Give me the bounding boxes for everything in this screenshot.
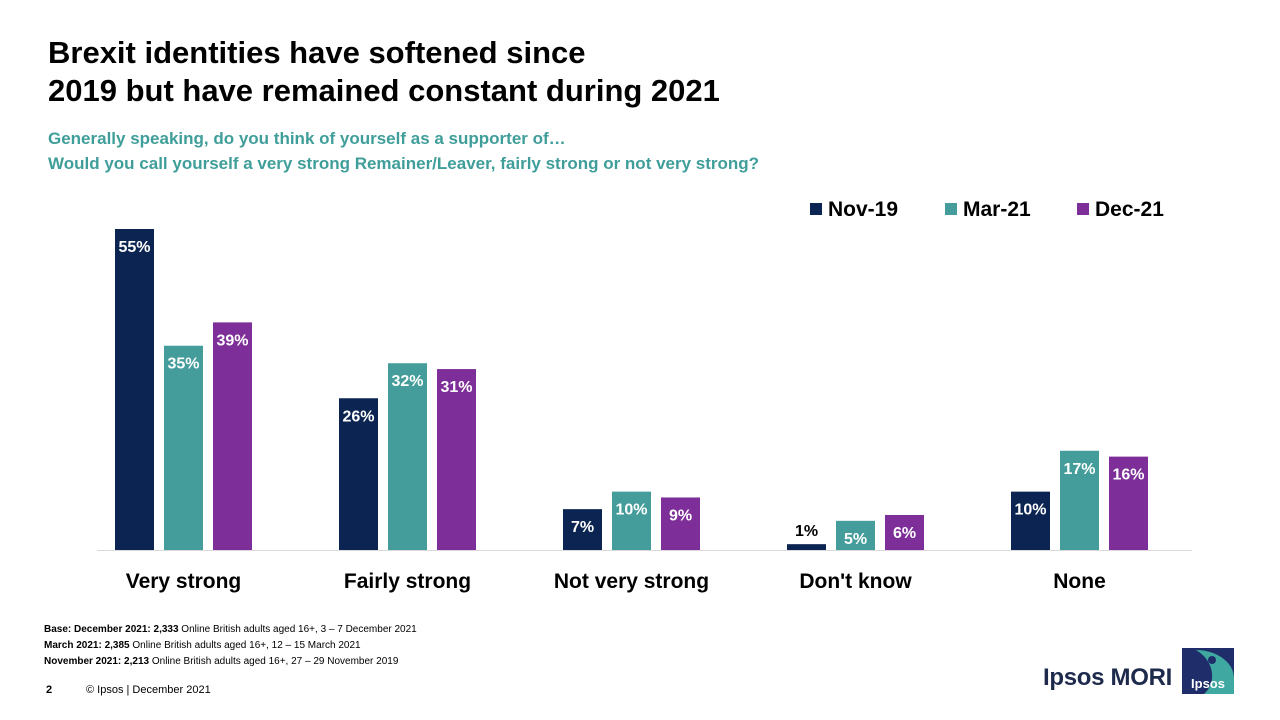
page-title: Brexit identities have softened since 20…	[48, 34, 948, 110]
bar-dec-21-2	[661, 497, 700, 550]
data-label-mar-21-1: 32%	[391, 373, 423, 390]
category-label-4: None	[1053, 570, 1106, 593]
data-label-nov-19-4: 10%	[1014, 502, 1046, 519]
bar-dec-21-3	[885, 514, 924, 550]
data-label-mar-21-2: 10%	[615, 502, 647, 519]
title-line-2: 2019 but have remained constant during 2…	[48, 73, 720, 108]
bar-mar-21-0	[164, 345, 203, 550]
chart-question: Generally speaking, do you think of your…	[48, 126, 1148, 176]
data-label-nov-19-0: 55%	[118, 239, 150, 256]
legend-swatch-mar-21	[945, 203, 957, 215]
footnote-dec-2021: Base: December 2021: 2,333 Online Britis…	[44, 624, 417, 635]
footnotes: Base: December 2021: 2,333 Online Britis…	[44, 622, 417, 670]
legend-label-dec-21: Dec-21	[1095, 198, 1164, 221]
page-number: 2	[46, 684, 53, 696]
data-label-dec-21-4: 16%	[1112, 467, 1144, 484]
bar-mar-21-4	[1060, 450, 1099, 550]
legend-label-mar-21: Mar-21	[963, 198, 1031, 221]
data-label-nov-19-3: 1%	[795, 523, 818, 540]
copyright: © Ipsos | December 2021	[86, 684, 211, 696]
bar-nov-19-3	[787, 544, 826, 550]
legend-swatch-dec-21	[1077, 203, 1089, 215]
category-label-1: Fairly strong	[344, 570, 471, 593]
bar-dec-21-0	[213, 322, 252, 550]
data-label-mar-21-0: 35%	[167, 356, 199, 373]
bar-nov-19-1	[339, 398, 378, 550]
data-label-dec-21-0: 39%	[216, 332, 248, 349]
category-label-3: Don't know	[799, 570, 912, 593]
bar-mar-21-1	[388, 363, 427, 550]
bar-nov-19-4	[1011, 491, 1050, 550]
legend-swatch-nov-19	[810, 203, 822, 215]
logo-text: Ipsos	[1191, 676, 1225, 691]
question-line-1: Generally speaking, do you think of your…	[48, 129, 566, 148]
bar-nov-19-2	[563, 509, 602, 550]
bar-mar-21-3	[836, 520, 875, 550]
question-line-2: Would you call yourself a very strong Re…	[48, 154, 760, 173]
title-line-1: Brexit identities have softened since	[48, 35, 586, 70]
data-label-nov-19-1: 26%	[342, 408, 374, 425]
data-label-mar-21-4: 17%	[1063, 461, 1095, 478]
bar-dec-21-4	[1109, 456, 1148, 550]
category-label-0: Very strong	[126, 570, 242, 593]
bar-nov-19-0	[115, 229, 154, 550]
data-label-dec-21-3: 6%	[893, 525, 916, 542]
bar-mar-21-2	[612, 491, 651, 550]
data-label-nov-19-2: 7%	[571, 519, 594, 536]
data-label-dec-21-2: 9%	[669, 507, 692, 524]
data-label-dec-21-1: 31%	[440, 379, 472, 396]
brand-name: Ipsos MORI	[1043, 664, 1173, 691]
legend-label-nov-19: Nov-19	[828, 198, 898, 221]
category-label-2: Not very strong	[554, 570, 709, 593]
ipsos-logo-icon: Ipsos	[1182, 648, 1234, 694]
footnote-nov-2019: November 2021: 2,213 Online British adul…	[44, 656, 399, 667]
bar-dec-21-1	[437, 369, 476, 550]
data-label-mar-21-3: 5%	[844, 531, 867, 548]
footnote-mar-2021: March 2021: 2,385 Online British adults …	[44, 640, 361, 651]
